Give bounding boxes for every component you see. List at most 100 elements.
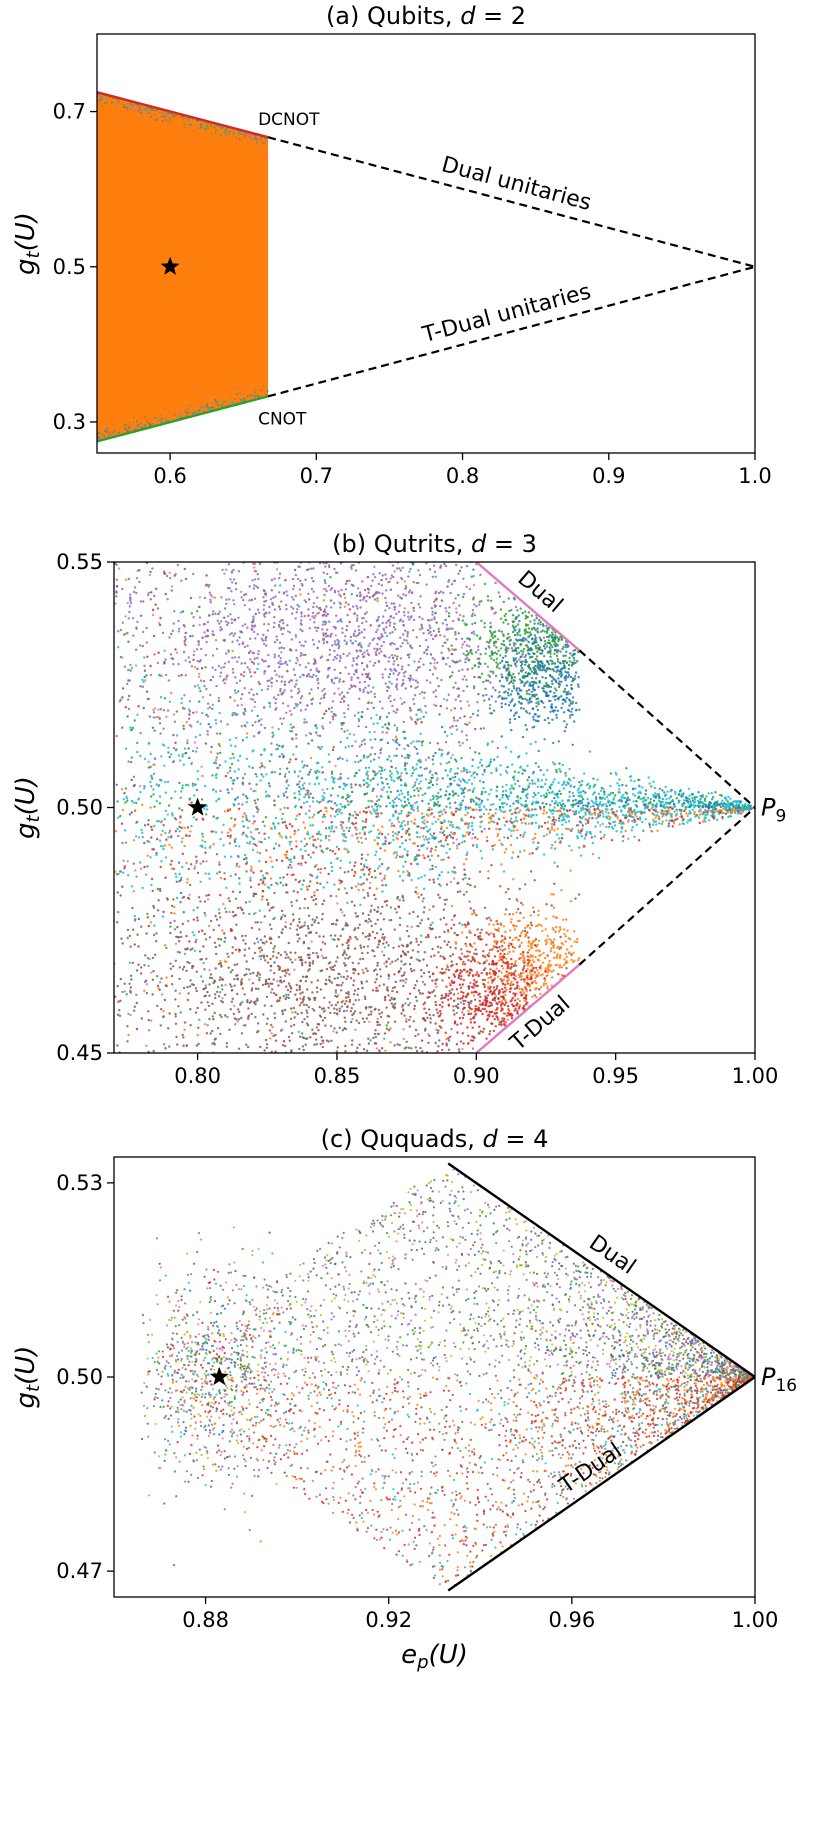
- scatter-point-brown: [244, 934, 247, 937]
- scatter-point-brown: [119, 999, 122, 1002]
- scatter-point-purple: [307, 608, 310, 611]
- scatter-point: [260, 762, 263, 765]
- scatter-point-brown: [347, 957, 350, 960]
- scatter-point-brown: [284, 1044, 287, 1048]
- scatter-point-green: [568, 656, 571, 660]
- scatter-point-brown: [505, 908, 508, 911]
- scatter-point-purple: [389, 615, 392, 618]
- scatter-point-purple: [418, 644, 422, 648]
- scatter-point: [152, 763, 155, 767]
- scatter-point-brown: [375, 910, 379, 913]
- scatter-point-brown: [287, 993, 290, 996]
- scatter-point-purple: [230, 570, 234, 573]
- scatter-point: [331, 938, 334, 941]
- scatter-point-brown: [286, 873, 289, 876]
- scatter-point-purple: [279, 663, 282, 666]
- scatter-point-purple: [431, 613, 434, 616]
- scatter-point-brown: [374, 968, 377, 971]
- scatter-point: [398, 916, 402, 920]
- scatter-point-brown: [327, 1040, 330, 1043]
- scatter-point: [366, 921, 370, 924]
- scatter-point: [123, 990, 127, 993]
- scatter-point-purple: [268, 611, 271, 614]
- scatter-point-purple: [278, 577, 281, 580]
- scatter-point-purple: [166, 598, 169, 601]
- scatter-point: [298, 605, 301, 608]
- scatter-point-purple: [307, 592, 310, 596]
- scatter-point: [254, 396, 256, 399]
- scatter-point-purple: [256, 586, 260, 589]
- scatter-point-purple: [413, 694, 417, 697]
- scatter-point: [237, 388, 240, 390]
- scatter-point: [473, 632, 476, 636]
- scatter-point-brown: [464, 999, 467, 1003]
- scatter-point: [440, 827, 443, 831]
- scatter-point-purple: [79, 673, 81, 675]
- scatter-point-purple: [152, 716, 156, 719]
- scatter-point-purple: [363, 680, 367, 684]
- scatter-point: [209, 124, 212, 127]
- scatter-point-purple: [309, 557, 311, 559]
- scatter-point-brown: [402, 979, 405, 982]
- scatter-point-purple: [359, 644, 363, 647]
- scatter-point-purple: [143, 664, 146, 667]
- scatter-point-brown: [310, 981, 313, 984]
- scatter-point-brown: [367, 873, 371, 876]
- scatter-point: [234, 897, 238, 900]
- scatter-point-brown: [369, 1063, 371, 1065]
- scatter-point-purple: [263, 615, 266, 618]
- scatter-point-purple: [430, 618, 433, 621]
- scatter-point-green: [509, 664, 513, 667]
- scatter-point: [269, 982, 272, 985]
- scatter-point: [273, 799, 276, 802]
- scatter-point-purple: [300, 695, 304, 698]
- scatter-point-purple: [193, 546, 195, 548]
- scatter-point: [159, 418, 162, 421]
- scatter-point: [218, 991, 222, 994]
- scatter-point-brown: [407, 1056, 409, 1058]
- scatter-point-purple: [332, 625, 336, 628]
- scatter-point: [387, 977, 390, 980]
- scatter-point-purple: [447, 579, 451, 582]
- scatter-point-purple: [330, 586, 334, 590]
- scatter-point-purple: [162, 727, 165, 730]
- scatter-point-brown: [258, 973, 262, 976]
- scatter-point-purple: [395, 612, 398, 616]
- scatter-point: [316, 646, 319, 650]
- scatter-point: [363, 873, 366, 876]
- scatter-point: [379, 928, 383, 931]
- scatter-point: [282, 884, 285, 887]
- scatter-point-brown: [170, 911, 173, 915]
- scatter-point: [218, 711, 221, 715]
- scatter-point: [334, 852, 337, 855]
- scatter-point-brown: [263, 915, 266, 918]
- scatter-point-brown: [151, 993, 154, 996]
- scatter-point-brown: [369, 1013, 373, 1016]
- scatter-point-purple: [279, 660, 282, 663]
- scatter-point-purple: [74, 665, 76, 667]
- scatter-point-purple: [475, 605, 478, 608]
- scatter-point: [178, 781, 181, 785]
- scatter-point: [399, 697, 402, 700]
- scatter-point: [279, 976, 282, 979]
- scatter-point: [254, 911, 257, 915]
- scatter-point: [346, 729, 349, 732]
- scatter-point-purple: [295, 611, 298, 614]
- scatter-point: [415, 958, 418, 961]
- scatter-point-purple: [237, 570, 241, 573]
- scatter-point-brown: [257, 947, 261, 950]
- scatter-point-brown: [188, 985, 192, 988]
- scatter-point-brown: [218, 944, 221, 947]
- scatter-point-brown: [291, 1074, 293, 1076]
- scatter-point: [398, 899, 401, 902]
- scatter-point: [354, 826, 357, 829]
- scatter-point: [191, 782, 195, 785]
- scatter-point-brown: [265, 1043, 269, 1046]
- scatter-point: [351, 834, 354, 837]
- scatter-point-purple: [311, 675, 314, 679]
- scatter-point: [308, 770, 311, 774]
- scatter-point: [249, 136, 252, 139]
- scatter-point-brown: [186, 960, 189, 964]
- scatter-point-purple: [346, 800, 349, 803]
- scatter-point-brown: [247, 968, 251, 971]
